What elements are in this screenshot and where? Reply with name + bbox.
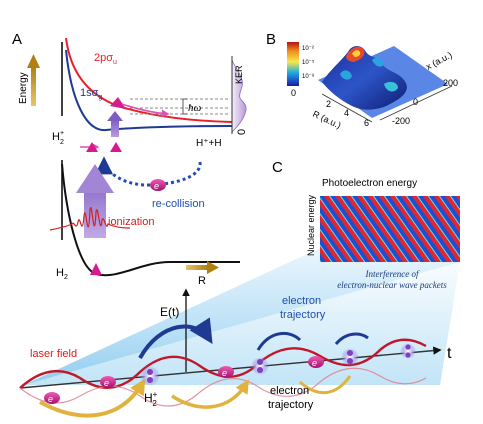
bottom-trajectory-3 bbox=[299, 375, 352, 395]
panel-b: B 10⁻² 10⁻⁵ 10⁻⁸ 0 2 4 6 R (a.u.) 200 0 … bbox=[266, 31, 458, 130]
dissociation-arrow-upper bbox=[121, 103, 170, 118]
svg-text:e: e bbox=[312, 358, 317, 368]
molecule-4 bbox=[400, 343, 416, 359]
r-tick-6: 6 bbox=[364, 118, 369, 128]
r-tick-2: 2 bbox=[326, 99, 331, 109]
energy-arrow-head bbox=[27, 54, 40, 68]
photoelectron-energy-label: Photoelectron energy bbox=[322, 178, 417, 189]
photon-energy-label: ħω bbox=[188, 102, 202, 114]
projection-beam-shade bbox=[24, 248, 460, 385]
colorbar-top-label: 10⁻² bbox=[302, 46, 314, 52]
x-tick-200: 200 bbox=[443, 78, 458, 88]
surface-peak-core bbox=[352, 50, 361, 57]
top-trajectory-3 bbox=[334, 332, 369, 346]
lower-state-label: 1sσg bbox=[80, 87, 102, 101]
svg-text:e: e bbox=[222, 368, 227, 378]
ionization-arrow-head bbox=[76, 164, 114, 193]
ionization-arrow-shaft bbox=[84, 190, 106, 238]
bottom-trajectory-label-1: electron bbox=[270, 385, 309, 397]
laser-field-label: laser field bbox=[30, 348, 77, 360]
panel-b-x-axis bbox=[379, 85, 453, 121]
electron-1: e bbox=[100, 376, 116, 388]
panel-b-r-axis-label: R (a.u.) bbox=[311, 109, 342, 131]
ground-curve bbox=[61, 163, 240, 277]
nuclear-energy-label: Nuclear energy bbox=[306, 194, 316, 256]
bottom-trajectory-label-2: trajectory bbox=[268, 399, 314, 411]
surface-ridge-2 bbox=[340, 70, 352, 80]
panel-a: A Energy 2pσu 1sσg ħω KER 0 bbox=[12, 31, 248, 287]
panel-b-x-axis-label: x (a.u.) bbox=[424, 50, 453, 72]
molecule-3 bbox=[341, 348, 359, 366]
panel-a-label: A bbox=[12, 31, 22, 48]
field-axis-label: E(t) bbox=[160, 305, 179, 319]
panel-b-label: B bbox=[266, 31, 276, 48]
top-trajectory-label-1: electron bbox=[282, 295, 321, 307]
colorbar bbox=[287, 42, 299, 86]
x-tick-0: 0 bbox=[413, 97, 418, 107]
surface-ridge-1 bbox=[372, 57, 384, 67]
electron-4: e bbox=[44, 392, 60, 404]
colorbar-zero-label: 0 bbox=[291, 88, 296, 98]
ion-label: H+ 2 bbox=[52, 130, 64, 146]
r-tick-4: 4 bbox=[344, 108, 349, 118]
dissociation-products-label: H⁺+H bbox=[196, 138, 222, 149]
interference-line-1: Interference of bbox=[365, 269, 420, 279]
panel-c: C Photoelectron energy Nuclear energy In… bbox=[19, 159, 460, 418]
colorbar-mid-label: 10⁻⁵ bbox=[302, 59, 315, 66]
energy-arrow-shaft bbox=[31, 66, 36, 106]
time-axis-label: t bbox=[447, 345, 452, 362]
wavepacket-lower-2 bbox=[110, 142, 122, 152]
recollision-electron bbox=[150, 179, 166, 191]
r-arrow-shaft bbox=[186, 265, 208, 270]
panel-c-label: C bbox=[272, 159, 283, 176]
svg-text:e: e bbox=[104, 378, 109, 388]
ker-axis-label: KER bbox=[234, 65, 244, 84]
surface-peaks bbox=[322, 46, 407, 110]
bottom-trajectory-2 bbox=[171, 379, 249, 409]
colorbar-low-label: 10⁻⁸ bbox=[302, 73, 315, 80]
ker-zero-label: 0 bbox=[236, 129, 248, 135]
photon-arrow-shaft bbox=[111, 120, 119, 137]
wavepacket-upper bbox=[110, 97, 126, 109]
ionization-label: ionization bbox=[108, 216, 154, 228]
laser-pulse bbox=[49, 207, 131, 231]
top-trajectory-label-2: trajectory bbox=[280, 309, 326, 321]
ground-wavepacket bbox=[90, 263, 102, 275]
recollision-electron-label: e bbox=[154, 181, 159, 191]
electron-2: e bbox=[218, 366, 234, 378]
recollision-arrow bbox=[95, 156, 202, 187]
energy-axis-label: Energy bbox=[18, 72, 29, 104]
panel-b-r-axis bbox=[321, 93, 373, 123]
photon-arrow-head bbox=[107, 111, 123, 121]
top-trajectory-1 bbox=[138, 317, 213, 359]
wavepacket-lower-1 bbox=[86, 142, 98, 152]
lower-curve bbox=[65, 49, 233, 132]
molecule-1 bbox=[140, 366, 160, 386]
r-arrow-head bbox=[207, 261, 219, 274]
neutral-label: H2 bbox=[56, 267, 68, 281]
surface-ridge-3 bbox=[384, 81, 398, 92]
x-tick-neg200: -200 bbox=[392, 116, 410, 126]
laser-field-wave-back bbox=[19, 367, 427, 407]
photon-energy-bracket bbox=[182, 98, 187, 115]
bottom-trajectory-1 bbox=[39, 378, 146, 418]
molecule-2 bbox=[251, 357, 269, 375]
recollision-label: re-collision bbox=[152, 198, 205, 210]
r-axis-label: R bbox=[198, 275, 206, 287]
molecule-label: H+ 2 bbox=[144, 390, 158, 408]
interference-line-2: electron-nuclear wave packets bbox=[337, 280, 447, 290]
svg-text:e: e bbox=[48, 394, 53, 404]
upper-state-label: 2pσu bbox=[94, 52, 117, 66]
top-trajectory-2 bbox=[256, 331, 302, 351]
electron-3: e bbox=[308, 356, 324, 368]
interference-image bbox=[320, 196, 460, 262]
upper-curve bbox=[65, 37, 233, 123]
ker-distribution bbox=[231, 59, 247, 133]
